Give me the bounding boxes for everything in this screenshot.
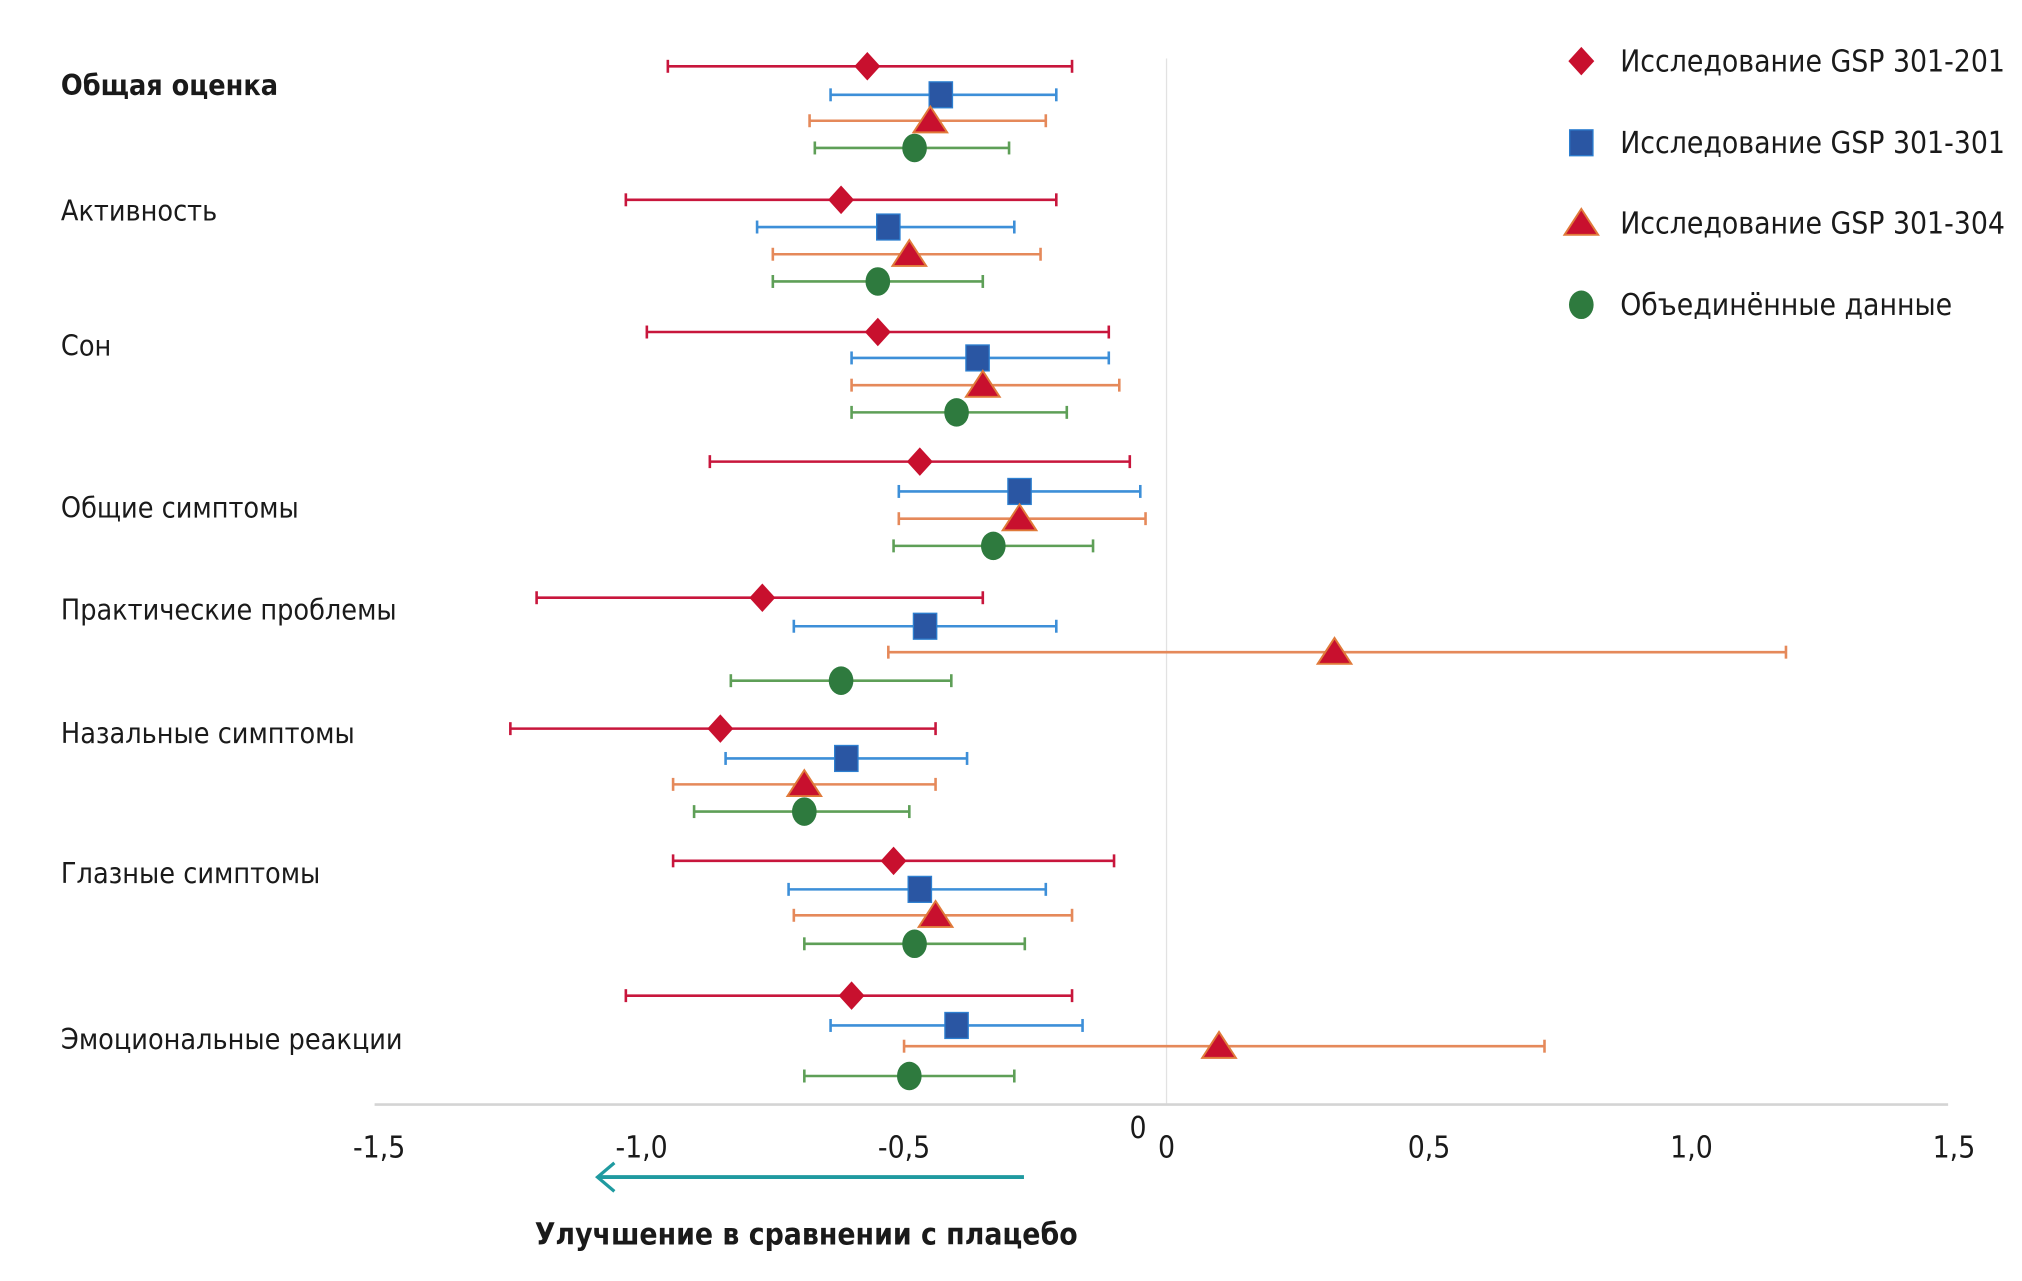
- legend-label: Исследование GSP 301-201: [1620, 44, 2005, 79]
- x-tick-label: -1,5: [353, 1131, 405, 1166]
- point-square: [834, 744, 859, 773]
- point-diamond: [854, 52, 881, 81]
- point-circle: [980, 531, 1006, 561]
- category-label: Эмоциональные реакции: [61, 1023, 403, 1056]
- category-label: Глазные симптомы: [61, 857, 320, 890]
- category-label: Активность: [61, 195, 217, 228]
- point-circle: [865, 267, 891, 296]
- category-label: Сон: [61, 329, 111, 362]
- square-icon: [1568, 129, 1594, 157]
- category-row: Эмоциональные реакции: [61, 981, 1546, 1091]
- point-circle: [902, 133, 927, 163]
- point-triangle: [911, 104, 949, 134]
- point-square: [928, 81, 954, 109]
- point-square: [912, 612, 938, 640]
- x-tick-label: -1,0: [615, 1131, 667, 1166]
- point-diamond: [864, 317, 891, 347]
- legend-label: Объединённые данные: [1620, 288, 1952, 323]
- point-triangle: [1315, 636, 1354, 665]
- legend-item: Исследование GSP 301-304: [1562, 207, 2005, 242]
- category-row: Глазные симптомы: [61, 846, 1116, 959]
- category-label: Общие симптомы: [61, 491, 299, 524]
- point-circle: [944, 398, 969, 427]
- point-triangle: [785, 768, 823, 798]
- point-square: [965, 344, 990, 372]
- point-triangle: [964, 369, 1002, 398]
- category-row: Назальные симптомы: [61, 714, 969, 826]
- point-square: [876, 213, 901, 241]
- point-square: [907, 875, 933, 903]
- point-square: [944, 1011, 969, 1040]
- diamond-icon: [1568, 46, 1595, 76]
- category-row: Общая оценка: [61, 52, 1074, 163]
- improvement-arrow: [595, 1161, 1024, 1193]
- x-tick-label: 0: [1158, 1131, 1175, 1166]
- point-circle: [902, 929, 927, 959]
- legend-item: Исследование GSP 301-301: [1568, 126, 2005, 161]
- category-row: Сон: [61, 317, 1121, 427]
- x-tick-label: 1,0: [1670, 1131, 1713, 1166]
- legend-label: Исследование GSP 301-304: [1620, 207, 2005, 242]
- legend-item: Исследование GSP 301-201: [1568, 44, 2005, 79]
- category-row: Общие симптомы: [61, 447, 1147, 561]
- category-label: Назальные симптомы: [61, 717, 355, 750]
- legend-item: Объединённые данные: [1568, 288, 1952, 323]
- category-row: Активность: [61, 185, 1058, 296]
- point-diamond: [838, 981, 865, 1010]
- x-axis-label: Улучшение в сравнении с плацебо: [535, 1218, 1078, 1253]
- point-diamond: [828, 185, 855, 215]
- category-label: Практические проблемы: [61, 594, 397, 627]
- point-triangle: [890, 238, 928, 267]
- x-tick-label: 0,5: [1408, 1131, 1451, 1166]
- zero-extra-label: 0: [1129, 1111, 1146, 1146]
- category-label: Общая оценка: [61, 69, 278, 102]
- circle-icon: [1568, 290, 1594, 320]
- point-circle: [897, 1061, 922, 1091]
- point-diamond: [749, 583, 776, 612]
- category-row: Практические проблемы: [61, 583, 1788, 695]
- point-diamond: [906, 447, 933, 476]
- point-triangle: [916, 899, 955, 928]
- x-tick-label: -0,5: [878, 1131, 930, 1166]
- triangle-icon: [1562, 207, 1600, 236]
- point-diamond: [880, 846, 907, 876]
- x-tick-label: 1,5: [1933, 1131, 1976, 1166]
- point-circle: [792, 797, 817, 826]
- point-triangle: [1200, 1030, 1238, 1059]
- point-circle: [828, 666, 854, 695]
- legend-label: Исследование GSP 301-301: [1620, 126, 2005, 161]
- point-square: [1007, 477, 1032, 506]
- point-diamond: [707, 714, 734, 743]
- point-triangle: [1000, 502, 1039, 532]
